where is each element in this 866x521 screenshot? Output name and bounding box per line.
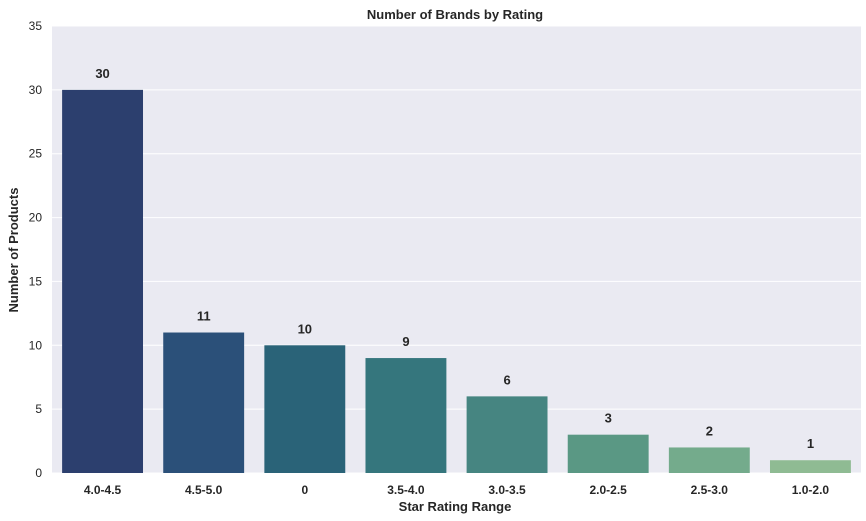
bar (668, 447, 750, 473)
data-label: 30 (95, 66, 109, 81)
chart-title: Number of Brands by Rating (367, 7, 543, 22)
data-label: 10 (298, 321, 312, 336)
bar (62, 89, 144, 473)
data-label: 2 (706, 423, 713, 438)
y-tick-label: 30 (29, 83, 43, 97)
data-label: 3 (605, 411, 612, 426)
bar (264, 345, 346, 473)
y-tick-label: 25 (29, 147, 43, 161)
x-tick-label: 1.0-2.0 (792, 483, 830, 497)
y-tick-label: 15 (29, 274, 43, 288)
x-tick-label: 2.5-3.0 (691, 483, 729, 497)
y-tick-label: 0 (35, 466, 42, 480)
bar (163, 332, 245, 473)
y-axis-ticks: 0 5 10 15 20 25 30 35 (29, 19, 43, 480)
bar (365, 358, 447, 473)
y-axis-label: Number of Products (6, 188, 21, 313)
x-tick-label: 4.0-4.5 (84, 483, 122, 497)
data-label: 6 (503, 372, 510, 387)
bars (62, 89, 851, 473)
y-tick-label: 5 (35, 402, 42, 416)
bar (466, 396, 548, 473)
x-tick-label: 2.0-2.5 (590, 483, 628, 497)
data-label: 1 (807, 436, 814, 451)
bar (567, 434, 649, 473)
x-axis-ticks: 4.0-4.5 4.5-5.0 0 3.5-4.0 3.0-3.5 2.0-2.5 2.5-… (84, 483, 830, 497)
x-tick-label: 3.5-4.0 (387, 483, 425, 497)
data-labels: 30 11 10 9 6 3 2 1 (95, 66, 814, 451)
data-label: 9 (402, 334, 409, 349)
x-tick-label: 0 (301, 483, 308, 497)
y-tick-label: 35 (29, 19, 43, 33)
x-axis-label: Star Rating Range (399, 499, 512, 514)
x-tick-label: 4.5-5.0 (185, 483, 223, 497)
bar (769, 460, 851, 473)
data-label: 11 (197, 309, 211, 324)
y-tick-label: 20 (29, 211, 43, 225)
y-tick-label: 10 (29, 338, 43, 352)
x-tick-label: 3.0-3.5 (488, 483, 526, 497)
